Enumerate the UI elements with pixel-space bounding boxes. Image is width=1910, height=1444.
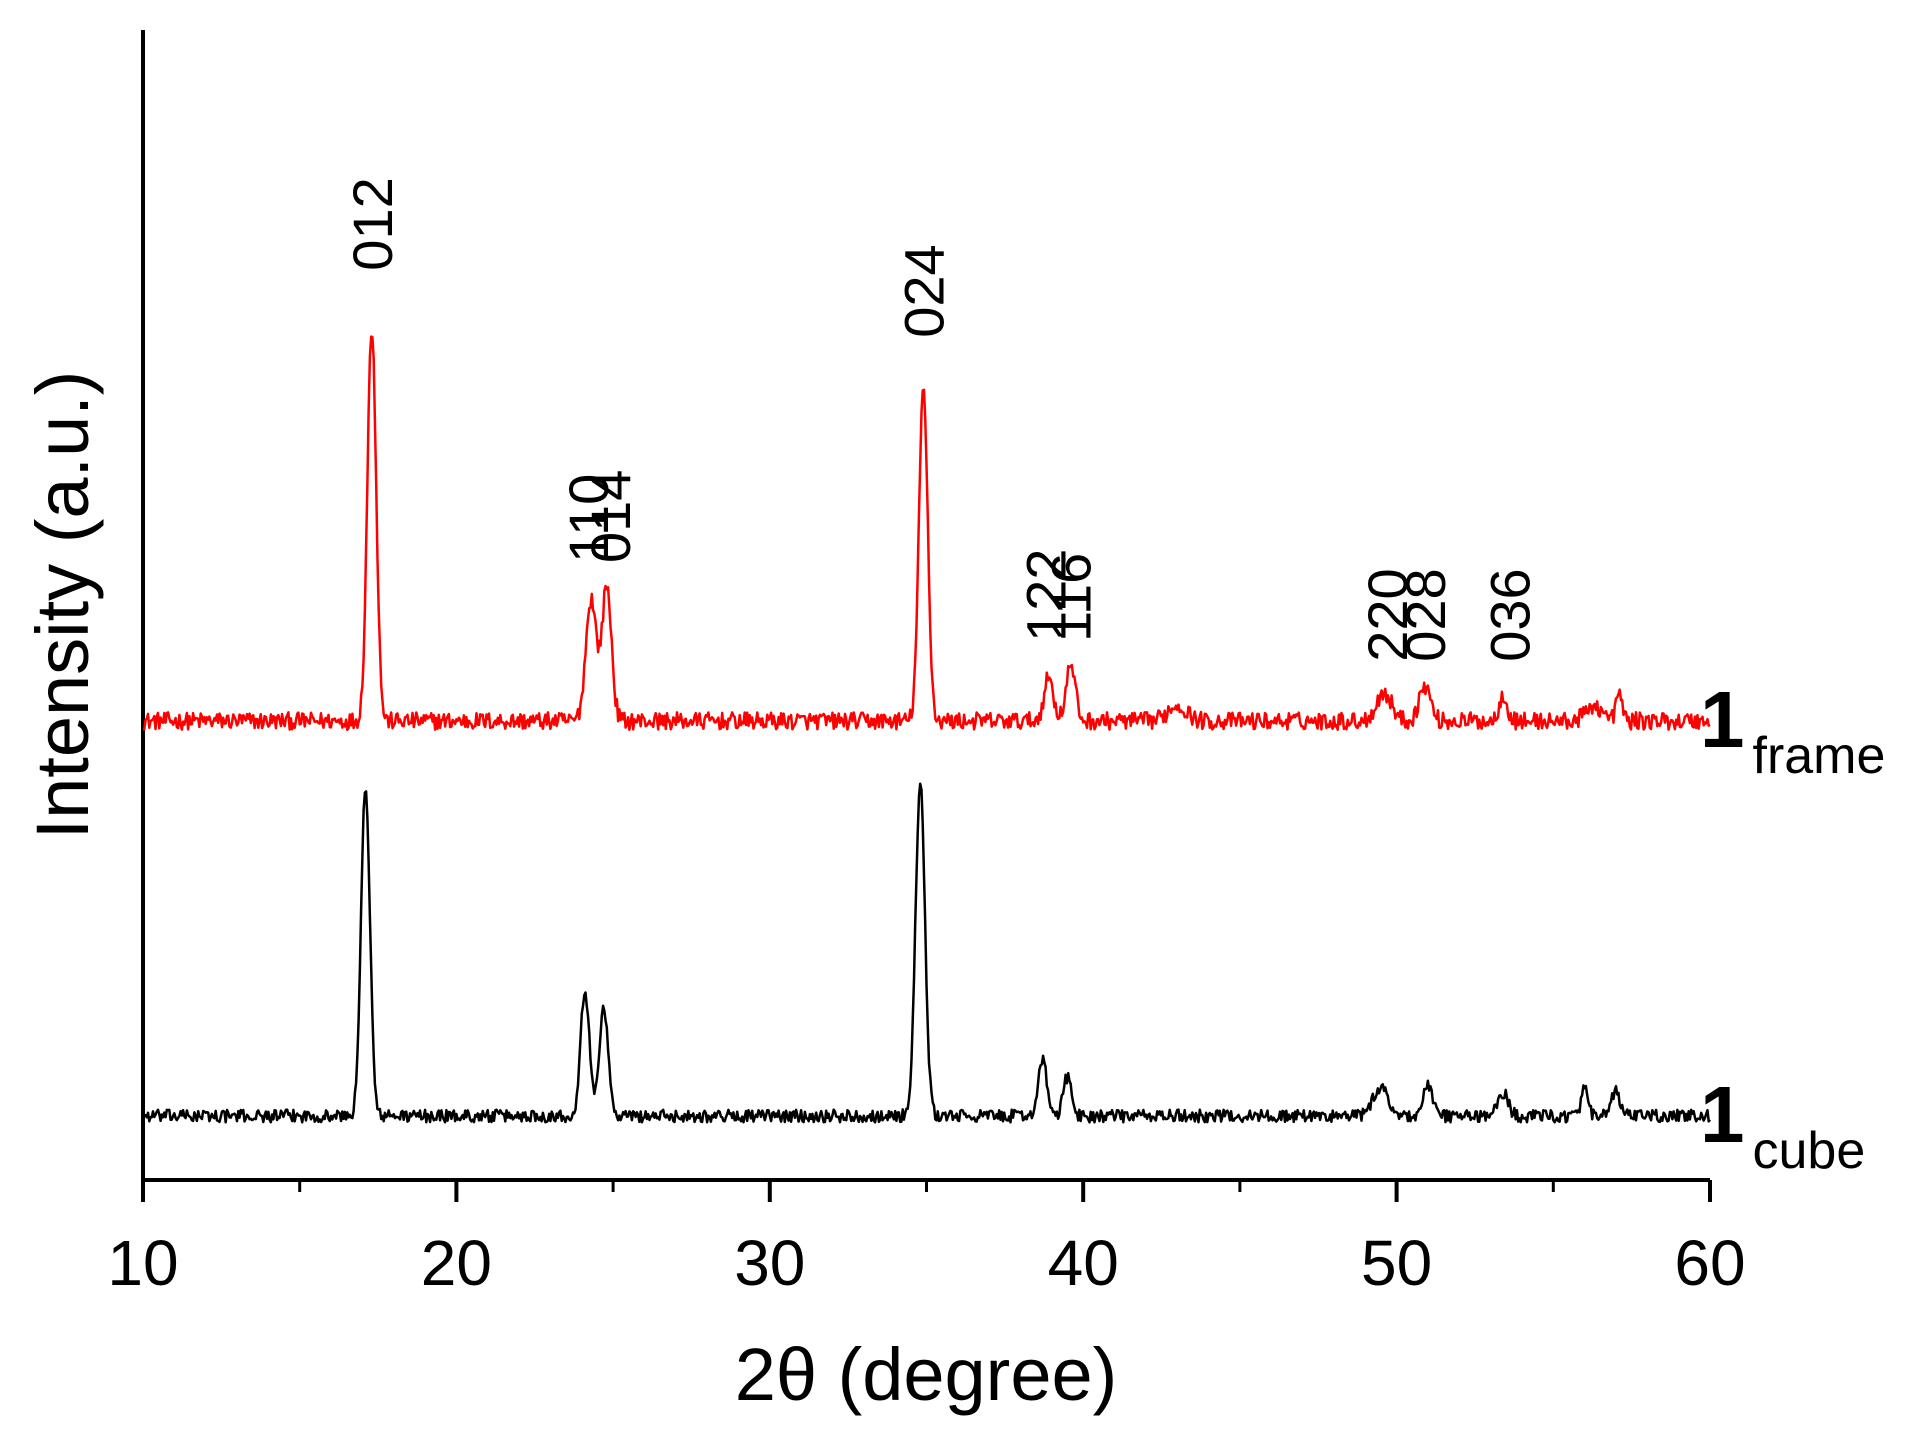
x-tick-label: 60 — [1674, 1227, 1745, 1299]
peak-label: 036 — [1478, 568, 1541, 661]
peak-label: 116 — [1040, 553, 1103, 642]
series-line-frame — [142, 335, 1711, 731]
series-line-cube — [141, 782, 1711, 1124]
x-ticks — [141, 1180, 1712, 1202]
x-tick-label: 40 — [1048, 1227, 1119, 1299]
y-axis-title: Intensity (a.u.) — [21, 371, 104, 840]
series-label-subscript: frame — [1753, 727, 1886, 785]
x-tick-label: 20 — [421, 1227, 492, 1299]
peak-label: 014 — [579, 470, 642, 563]
series-label-number: 1 — [1700, 1070, 1745, 1159]
series-label-frame: 1 frame — [1700, 675, 1885, 785]
peak-label: 122 — [1015, 549, 1078, 642]
peak-label: 012 — [341, 177, 404, 270]
peak-label: 110 — [557, 474, 620, 563]
series-label-number: 1 — [1700, 675, 1745, 764]
peak-label: 220 — [1356, 568, 1419, 661]
peak-label: 024 — [892, 244, 955, 337]
x-tick-labels: 10 20 30 40 50 60 — [107, 1227, 1745, 1299]
x-tick-label: 10 — [107, 1227, 178, 1299]
peak-label: 028 — [1394, 568, 1457, 661]
x-tick-label: 30 — [734, 1227, 805, 1299]
series-label-cube: 1 cube — [1700, 1070, 1865, 1180]
traces — [141, 335, 1711, 1124]
x-axis-title: 2θ (degree) — [735, 1333, 1118, 1416]
series-label-subscript: cube — [1753, 1122, 1866, 1180]
x-tick-label: 50 — [1361, 1227, 1432, 1299]
